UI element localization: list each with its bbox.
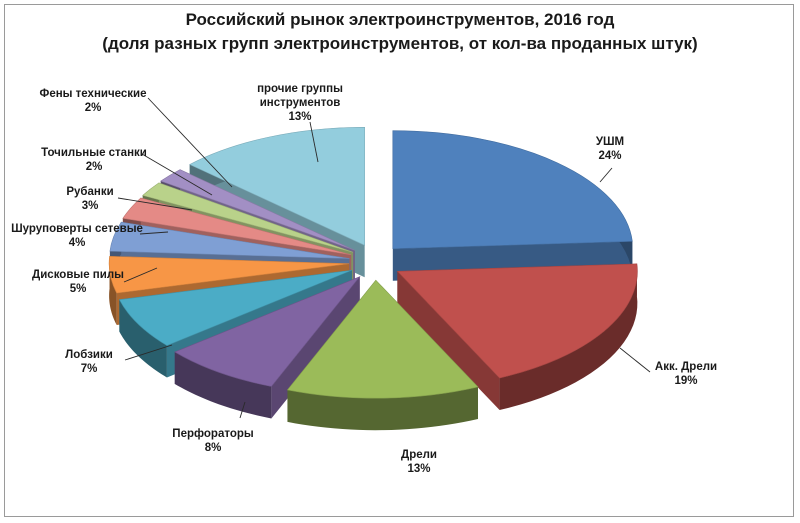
leader-line bbox=[309, 121, 319, 163]
slice-1 bbox=[396, 263, 638, 411]
leader-line bbox=[147, 97, 233, 188]
slice-top bbox=[392, 130, 633, 250]
slice-value: 2% bbox=[86, 161, 103, 173]
slice-label: прочие группы bbox=[257, 83, 343, 95]
slice-top bbox=[118, 269, 352, 346]
slice-value: 19% bbox=[674, 375, 697, 387]
slice-label: УШМ bbox=[596, 136, 624, 148]
slice-side bbox=[109, 256, 117, 326]
slice-label: Рубанки bbox=[66, 186, 113, 198]
slice-top bbox=[286, 279, 479, 399]
leader-line bbox=[124, 344, 173, 361]
slice-side bbox=[119, 299, 167, 378]
slice-value: 13% bbox=[288, 111, 311, 123]
slice-wall bbox=[397, 271, 500, 411]
slice-value: 4% bbox=[69, 237, 86, 249]
slice-top bbox=[189, 126, 365, 246]
slice-0 bbox=[392, 130, 633, 281]
slice-label: Точильные станки bbox=[41, 147, 147, 159]
slice-side bbox=[499, 263, 638, 411]
slice-label: Дисковые пилы bbox=[32, 269, 124, 281]
slice-value: 3% bbox=[82, 200, 99, 212]
slice-value: 13% bbox=[407, 463, 430, 475]
leader-line bbox=[117, 197, 193, 211]
leader-line bbox=[139, 231, 169, 235]
slice-top bbox=[396, 263, 638, 379]
slice-label: Лобзики bbox=[65, 349, 113, 361]
slice-labels: УШМ 24% Акк. Дрели 19% Дрели 13% Перфораторы 8%… bbox=[11, 83, 717, 475]
slice-top bbox=[142, 182, 354, 253]
slice-value: 2% bbox=[85, 102, 102, 114]
slice-side bbox=[174, 351, 272, 419]
slice-top bbox=[174, 276, 361, 387]
leader-line bbox=[123, 267, 158, 283]
leader-line bbox=[599, 167, 613, 183]
pie-slices bbox=[108, 126, 638, 431]
slice-label: Шуруповерты сетевые bbox=[11, 223, 143, 235]
leader-line bbox=[141, 153, 213, 196]
slice-label: Перфораторы bbox=[172, 428, 254, 440]
slice-top bbox=[108, 255, 350, 294]
slice-side bbox=[287, 386, 479, 431]
slice-value: 5% bbox=[70, 283, 87, 295]
chart-title: Российский рынок электроинструментов, 20… bbox=[185, 10, 615, 29]
slice-label: Фены технические bbox=[40, 88, 147, 100]
slice-label: Акк. Дрели bbox=[655, 361, 717, 373]
slice-top bbox=[109, 221, 350, 259]
slice-2 bbox=[286, 279, 479, 431]
slice-top bbox=[160, 169, 356, 251]
slice-value: 8% bbox=[205, 442, 222, 454]
chart-subtitle: (доля разных групп электроинструментов, … bbox=[102, 34, 698, 53]
slice-label: Дрели bbox=[401, 449, 437, 461]
slice-value: 24% bbox=[598, 150, 621, 162]
leader-line bbox=[239, 401, 246, 419]
slice-label: инструментов bbox=[260, 97, 341, 109]
slice-value: 7% bbox=[81, 363, 98, 375]
leader-line bbox=[619, 347, 651, 373]
slice-top bbox=[122, 197, 352, 256]
